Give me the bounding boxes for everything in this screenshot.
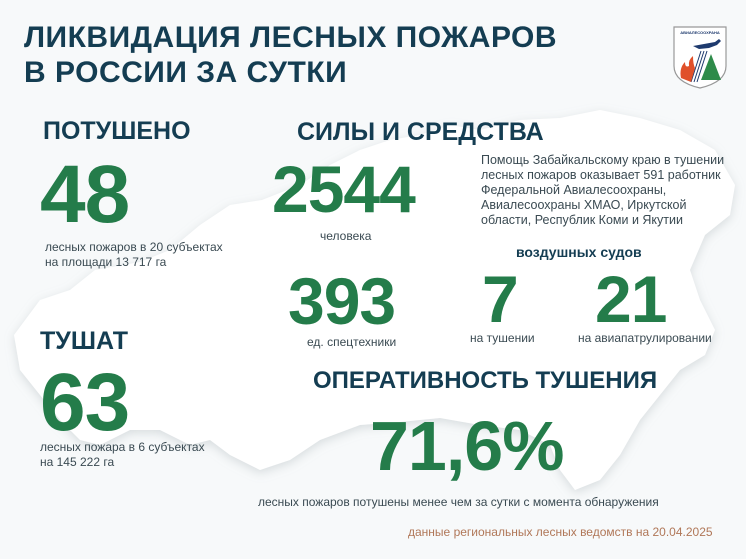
forces-note: Помощь Забайкальскому краю в тушении лес… bbox=[481, 153, 725, 227]
forces-heading: СИЛЫ И СРЕДСТВА bbox=[297, 118, 544, 146]
data-source: данные региональных лесных ведомств на 2… bbox=[408, 525, 713, 539]
avialesookhrana-logo-icon: АВИАЛЕСООХРАНА bbox=[673, 26, 727, 89]
aircraft-fighting-value: 7 bbox=[482, 262, 519, 336]
active-heading: ТУШАТ bbox=[40, 327, 129, 355]
aircraft-patrol-value: 21 bbox=[595, 262, 667, 336]
page-title: ЛИКВИДАЦИЯ ЛЕСНЫХ ПОЖАРОВ В РОССИИ ЗА СУ… bbox=[24, 20, 557, 90]
efficiency-value: 71,6% bbox=[370, 407, 564, 485]
aircraft-fighting-label: на тушении bbox=[470, 331, 535, 345]
efficiency-heading: ОПЕРАТИВНОСТЬ ТУШЕНИЯ bbox=[313, 367, 658, 394]
aircraft-heading: воздушных судов bbox=[516, 244, 642, 260]
equipment-label: ед. спецтехники bbox=[307, 335, 397, 349]
people-label: человека bbox=[320, 229, 372, 243]
extinguished-description: лесных пожаров в 20 субъектах на площади… bbox=[45, 240, 223, 269]
active-value: 63 bbox=[40, 357, 130, 448]
people-value: 2544 bbox=[272, 152, 416, 226]
title-line-1: ЛИКВИДАЦИЯ ЛЕСНЫХ ПОЖАРОВ bbox=[24, 21, 558, 54]
extinguished-value: 48 bbox=[40, 149, 130, 240]
aircraft-patrol-label: на авиапатрулировании bbox=[578, 331, 712, 345]
equipment-value: 393 bbox=[288, 264, 396, 338]
extinguished-heading: ПОТУШЕНО bbox=[43, 117, 191, 145]
efficiency-description: лесных пожаров потушены менее чем за сут… bbox=[258, 495, 659, 509]
active-description: лесных пожара в 6 субъектах на 145 222 г… bbox=[40, 440, 205, 469]
title-line-2: В РОССИИ ЗА СУТКИ bbox=[24, 56, 348, 89]
svg-text:АВИАЛЕСООХРАНА: АВИАЛЕСООХРАНА bbox=[680, 30, 720, 35]
